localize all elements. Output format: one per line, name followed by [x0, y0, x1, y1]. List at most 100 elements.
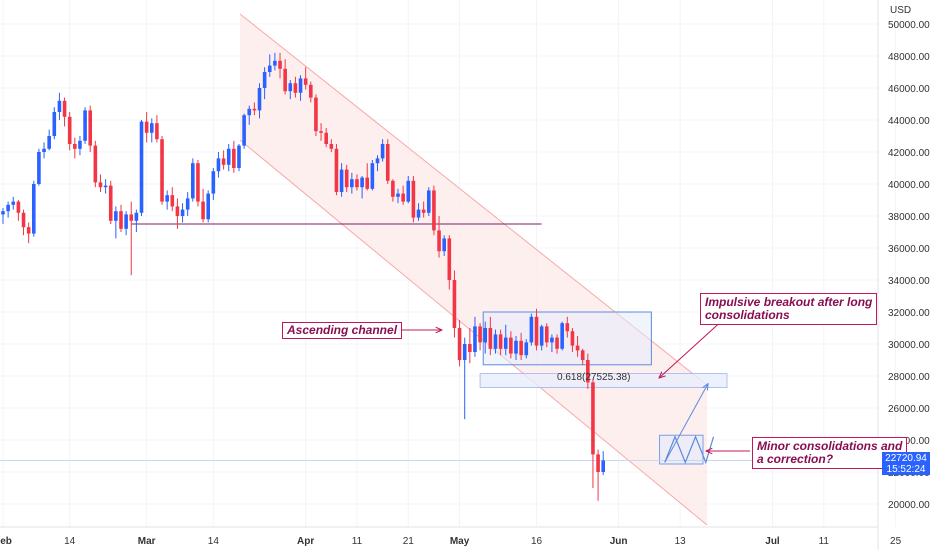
- candle: [365, 163, 370, 191]
- candle-body: [185, 198, 190, 210]
- annotation-minor-consolidations: Minor consolidations and a correction?: [752, 437, 908, 469]
- projection-zigzag: [664, 435, 715, 465]
- candles: [1, 52, 606, 501]
- projection-arrow: [664, 384, 708, 463]
- candle-body: [396, 193, 400, 197]
- candle: [360, 176, 364, 199]
- candle-body: [380, 144, 385, 159]
- time-tick-label: Apr: [297, 536, 314, 547]
- candle: [478, 323, 482, 351]
- candle: [175, 198, 180, 229]
- candle-body: [509, 337, 513, 354]
- candle-body: [319, 131, 323, 133]
- candle: [580, 348, 585, 365]
- candle-body: [124, 214, 128, 229]
- candle: [370, 160, 375, 191]
- candle-body: [370, 163, 375, 189]
- time-axis[interactable]: Feb 14 Mar 14 Apr 11 21 May 16 Jun 13 Jul 11 25: [0, 536, 902, 547]
- candle-body: [114, 211, 118, 221]
- candle: [160, 136, 164, 205]
- candle: [442, 235, 446, 256]
- candle-body: [309, 84, 313, 98]
- candle: [221, 150, 226, 170]
- price-tick-label: 42000.00: [888, 148, 930, 159]
- candle-body: [447, 238, 452, 280]
- candle-body: [57, 100, 62, 112]
- candle-body: [452, 280, 457, 328]
- candle: [57, 92, 62, 120]
- candle-body: [139, 121, 144, 213]
- annotation-breakout: Impulsive breakout after long consolidat…: [700, 293, 878, 325]
- candle-body: [206, 193, 210, 220]
- candle: [139, 120, 144, 216]
- price-tick-label: 46000.00: [888, 84, 930, 95]
- candle: [483, 321, 488, 354]
- candle: [591, 379, 595, 488]
- candle-body: [514, 340, 518, 354]
- candle: [493, 329, 498, 354]
- candle-body: [155, 123, 159, 140]
- candle-body: [344, 169, 349, 188]
- candle-body: [493, 334, 498, 349]
- candle: [283, 59, 287, 95]
- candle-body: [355, 179, 359, 188]
- candle-body: [580, 350, 585, 360]
- candle-body: [108, 185, 113, 221]
- candle: [191, 158, 195, 202]
- candle-body: [47, 136, 51, 149]
- fib-label: 0.618(27525.38): [557, 372, 630, 383]
- annotation-ascending-channel: Ascending channel: [282, 322, 403, 339]
- candle: [488, 316, 493, 356]
- candle: [226, 144, 231, 172]
- candle-body: [457, 328, 462, 360]
- annotation-minor-line1: Minor consolidations and: [757, 439, 903, 453]
- candle-body: [524, 342, 529, 356]
- candle-body: [314, 97, 318, 132]
- candle: [575, 336, 580, 357]
- candle-body: [83, 110, 87, 141]
- countdown-value: 15:52:24: [886, 464, 926, 475]
- candle-body: [601, 460, 606, 472]
- candle-body: [550, 337, 554, 343]
- price-tick-label: 34000.00: [888, 276, 930, 287]
- candle-body: [21, 212, 26, 228]
- candle: [42, 142, 46, 159]
- candle: [509, 331, 513, 359]
- price-tick-label: 30000.00: [888, 340, 930, 351]
- candle: [252, 102, 257, 116]
- candle-body: [170, 195, 175, 207]
- candle-body: [421, 209, 426, 213]
- candle-body: [129, 214, 134, 221]
- candle: [401, 185, 405, 205]
- candle-body: [503, 337, 508, 349]
- candle-body: [267, 65, 272, 72]
- candle: [355, 174, 359, 191]
- candle: [534, 308, 539, 351]
- candle-body: [334, 148, 339, 192]
- candle: [31, 180, 36, 237]
- candle-body: [478, 326, 482, 343]
- candle-body: [575, 345, 580, 351]
- candle-body: [406, 180, 411, 202]
- price-tick-label: 44000.00: [888, 116, 930, 127]
- candle: [62, 97, 67, 127]
- candle: [211, 168, 216, 200]
- candle: [67, 112, 72, 151]
- candle-body: [26, 227, 31, 234]
- time-tick-label: 11: [819, 536, 830, 547]
- price-axis[interactable]: 50000.00 48000.00 46000.00 44000.00 42000.00…: [888, 20, 930, 511]
- candle: [288, 80, 293, 100]
- candle: [237, 144, 241, 172]
- candle: [524, 339, 529, 359]
- candle-body: [565, 323, 570, 332]
- candle-body: [519, 340, 523, 356]
- candle-body: [149, 123, 154, 133]
- candle: [457, 320, 462, 367]
- candle: [73, 137, 77, 159]
- annotation-minor-line2: a correction?: [757, 452, 834, 466]
- time-tick-label: 21: [403, 536, 415, 547]
- candle-body: [278, 60, 282, 69]
- candle-body: [262, 72, 267, 88]
- candle-body: [534, 316, 539, 346]
